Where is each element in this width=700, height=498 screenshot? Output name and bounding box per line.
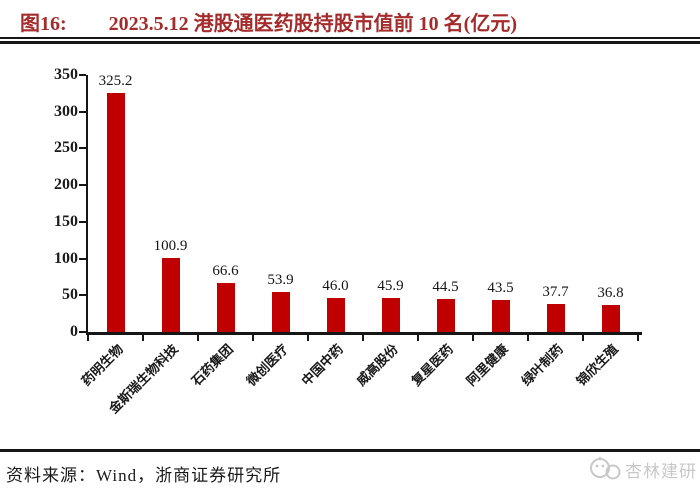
- bar: [216, 283, 235, 332]
- bar-value-label: 45.9: [377, 278, 404, 295]
- figure-title: 2023.5.12 港股通医药股持股市值前 10 名(亿元): [108, 13, 517, 35]
- bar: [326, 298, 345, 332]
- y-axis-tick-label: 50: [62, 286, 78, 304]
- bar-value-label: 36.8: [597, 284, 624, 301]
- x-category-label: 中国中药: [298, 341, 346, 389]
- x-category-label: 绿叶制药: [518, 341, 566, 389]
- bar: [601, 304, 620, 332]
- x-category-label: 微创医疗: [243, 341, 291, 389]
- y-axis-tick-label: 0: [70, 323, 78, 340]
- bar-value-label: 43.5: [487, 280, 514, 297]
- bar: [271, 292, 290, 332]
- x-axis-tick: [472, 335, 474, 341]
- bar-chart: 0 50 100 150 200 250 300 350 325.2 药明生物 100.9 金斯瑞生物…: [54, 66, 642, 416]
- y-axis-line: [86, 75, 88, 334]
- x-category-label: 金斯瑞生物科技: [105, 341, 181, 417]
- x-axis-tick: [637, 335, 639, 341]
- x-axis-tick: [142, 335, 144, 341]
- y-axis-tick: [79, 257, 86, 260]
- x-category-label: 锦欣生殖: [573, 341, 621, 389]
- watermark-text: 杏林建研: [625, 461, 697, 481]
- y-axis-tick-label: 350: [54, 66, 78, 83]
- x-axis-tick: [197, 335, 199, 341]
- bar-value-label: 66.6: [212, 263, 239, 280]
- bar-value-label: 44.5: [432, 279, 459, 296]
- y-axis-tick: [79, 147, 86, 150]
- bar: [161, 257, 180, 332]
- bar: [436, 299, 455, 332]
- x-axis-tick: [582, 335, 584, 341]
- y-axis-tick-label: 200: [54, 176, 78, 194]
- bar: [106, 93, 125, 332]
- y-axis-tick: [79, 220, 86, 223]
- x-category-label: 威高股份: [353, 341, 401, 389]
- x-category-label: 复星医药: [408, 341, 456, 389]
- y-axis-tick: [79, 110, 86, 113]
- figure-number-label: 图16:: [20, 13, 67, 35]
- bar: [381, 298, 400, 332]
- x-axis-tick: [527, 335, 529, 341]
- x-axis-tick: [307, 335, 309, 341]
- y-axis-tick-label: 100: [54, 249, 78, 267]
- y-axis-tick: [79, 331, 86, 333]
- bar-value-label: 100.9: [153, 237, 188, 254]
- bar: [546, 304, 565, 332]
- bar-value-label: 53.9: [267, 272, 294, 289]
- y-axis-tick-label: 150: [54, 212, 78, 230]
- bar-value-label: 37.7: [542, 284, 569, 301]
- y-axis-tick: [79, 294, 86, 297]
- figure-header: 图16: 2023.5.12 港股通医药股持股市值前 10 名(亿元): [20, 7, 692, 36]
- bar-value-label: 46.0: [322, 278, 349, 295]
- watermark: 杏林建研: [587, 455, 697, 483]
- watermark-logo-icon: [587, 455, 623, 483]
- x-category-label: 石药集团: [188, 341, 236, 389]
- x-axis-tick: [417, 335, 419, 341]
- x-axis-line: [86, 332, 642, 335]
- bar: [491, 300, 510, 332]
- x-category-label: 阿里健康: [463, 341, 511, 389]
- x-axis-tick: [252, 335, 254, 341]
- title-divider: [0, 37, 700, 44]
- y-axis-tick-label: 250: [54, 139, 78, 157]
- x-axis-tick: [87, 335, 89, 341]
- source-note: 资料来源：Wind，浙商证券研究所: [6, 466, 282, 485]
- y-axis-tick: [79, 74, 86, 76]
- y-axis-tick-label: 300: [54, 102, 78, 120]
- bar-value-label: 325.2: [98, 73, 133, 90]
- footer-divider: [0, 449, 700, 452]
- y-axis-tick: [79, 184, 86, 187]
- x-axis-tick: [362, 335, 364, 341]
